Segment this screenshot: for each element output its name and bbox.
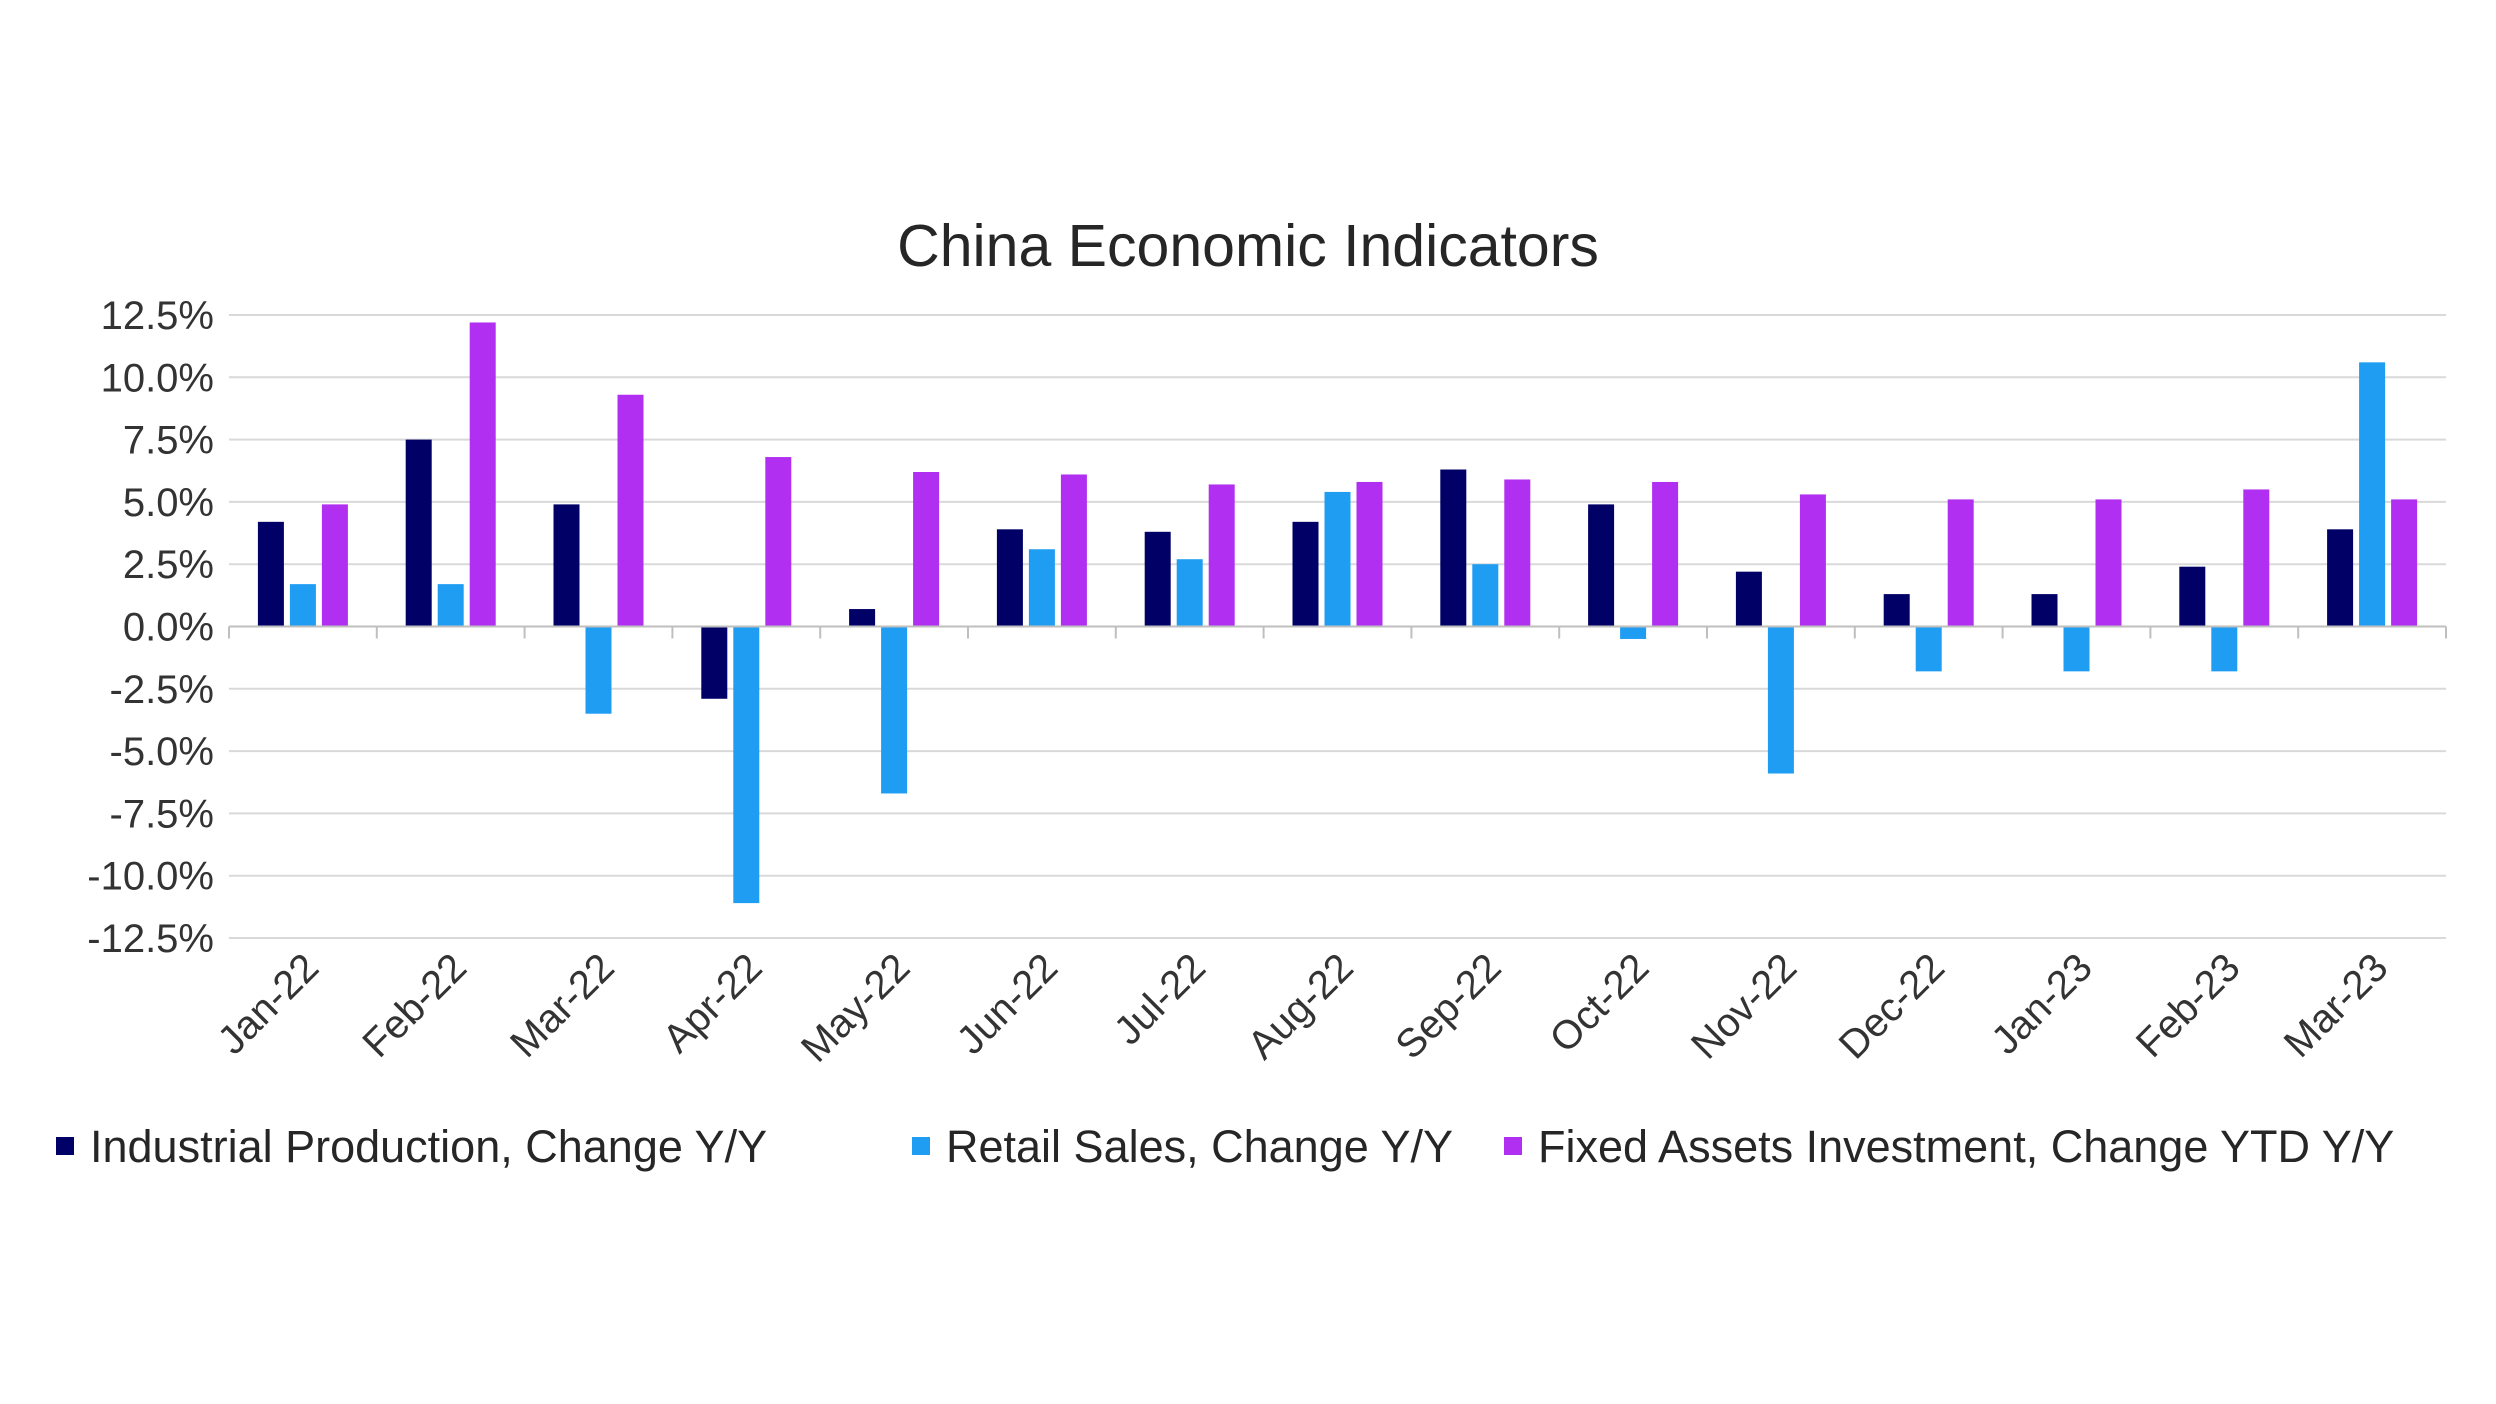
bar-series-2	[2211, 626, 2238, 672]
bar-series-3	[765, 457, 792, 627]
y-tick-label: -10.0%	[87, 855, 214, 899]
bar-series-2	[2063, 626, 2090, 672]
bar-series-2	[1620, 626, 1647, 639]
bar-series-1	[2031, 594, 2058, 627]
legend-label: Industrial Production, Change Y/Y	[90, 1121, 767, 1172]
bar-series-3	[469, 322, 496, 627]
bar-series-1	[1440, 469, 1467, 627]
bar-series-2	[1324, 491, 1351, 627]
chart-background	[0, 188, 2496, 1216]
bars	[257, 322, 2418, 904]
y-tick-label: -12.5%	[87, 917, 214, 961]
bar-series-1	[257, 521, 284, 627]
bar-series-2	[881, 626, 908, 794]
bar-series-1	[405, 439, 432, 627]
y-tick-label: 12.5%	[101, 294, 214, 338]
bar-series-2	[1915, 626, 1942, 672]
bar-series-2	[1176, 559, 1203, 627]
bar-series-2	[1472, 564, 1499, 627]
bar-series-3	[2243, 489, 2270, 627]
bar-series-3	[913, 471, 940, 627]
bar-series-3	[1060, 474, 1087, 627]
bar-series-1	[701, 626, 728, 699]
bar-series-3	[2391, 499, 2418, 627]
legend: Industrial Production, Change Y/Y Retail …	[56, 1121, 2394, 1172]
y-tick-label: 7.5%	[123, 419, 214, 463]
bar-series-3	[1208, 484, 1235, 627]
bar-series-3	[2095, 499, 2122, 627]
bar-series-3	[1947, 499, 1974, 627]
legend-swatch	[912, 1137, 930, 1155]
chart-title: China Economic Indicators	[897, 213, 1599, 279]
bar-series-1	[1292, 521, 1319, 627]
x-axis	[228, 625, 2447, 639]
bar-series-1	[2179, 566, 2206, 627]
bar-series-1	[1588, 504, 1615, 627]
bar-series-2	[1767, 626, 1794, 774]
bar-series-3	[321, 504, 348, 627]
bar-series-2	[289, 584, 316, 627]
bar-series-1	[1144, 531, 1171, 627]
legend-swatch	[1504, 1137, 1522, 1155]
y-tick-label: 2.5%	[123, 543, 214, 587]
y-tick-label: 10.0%	[101, 356, 214, 400]
legend-label: Fixed Assets Investment, Change YTD Y/Y	[1538, 1121, 2394, 1172]
bar-series-2	[733, 626, 760, 904]
bar-series-3	[1504, 479, 1531, 627]
y-axis-tick-labels: 12.5% 10.0% 7.5% 5.0% 2.5% 0.0% -2.5% -5.0% -7.5…	[87, 294, 214, 961]
legend-label: Retail Sales, Change Y/Y	[946, 1121, 1453, 1172]
y-tick-label: -2.5%	[110, 668, 215, 712]
bar-series-1	[553, 504, 580, 627]
bar-series-3	[1652, 481, 1679, 627]
bar-series-3	[617, 394, 644, 627]
y-tick-label: 0.0%	[123, 606, 214, 650]
bar-series-3	[1356, 481, 1383, 627]
legend-swatch	[56, 1137, 74, 1155]
bar-series-1	[1883, 594, 1910, 627]
bar-series-1	[996, 529, 1023, 627]
y-tick-label: -7.5%	[110, 792, 215, 836]
bar-series-1	[2327, 529, 2354, 627]
bar-series-2	[585, 626, 612, 714]
bar-series-2	[437, 584, 464, 627]
y-tick-label: -5.0%	[110, 730, 215, 774]
bar-series-1	[849, 609, 876, 627]
bar-series-2	[1028, 549, 1055, 627]
y-tick-label: 5.0%	[123, 481, 214, 525]
bar-series-1	[1735, 571, 1762, 627]
bar-series-2	[2359, 362, 2386, 627]
bar-series-3	[1799, 494, 1826, 627]
